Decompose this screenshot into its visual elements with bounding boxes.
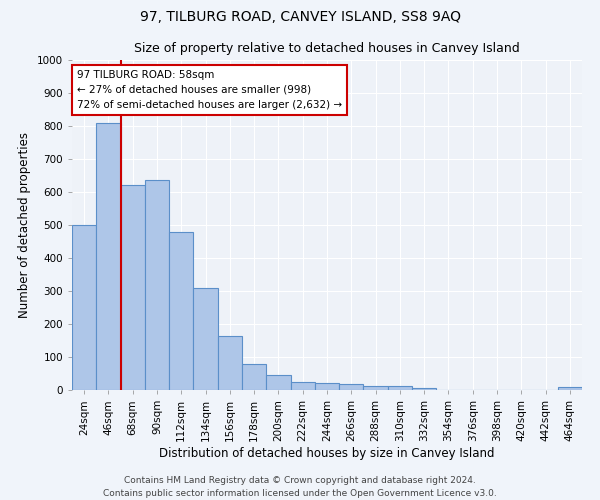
Bar: [121, 186, 145, 390]
Bar: [72, 225, 96, 390]
Text: 97 TILBURG ROAD: 58sqm
← 27% of detached houses are smaller (998)
72% of semi-de: 97 TILBURG ROAD: 58sqm ← 27% of detached…: [77, 70, 342, 110]
Bar: [242, 364, 266, 390]
Text: Contains HM Land Registry data © Crown copyright and database right 2024.
Contai: Contains HM Land Registry data © Crown c…: [103, 476, 497, 498]
Bar: [145, 180, 169, 390]
Bar: [364, 386, 388, 390]
Bar: [193, 288, 218, 390]
X-axis label: Distribution of detached houses by size in Canvey Island: Distribution of detached houses by size …: [159, 446, 495, 460]
Bar: [339, 384, 364, 390]
Bar: [96, 124, 121, 390]
Bar: [315, 384, 339, 390]
Y-axis label: Number of detached properties: Number of detached properties: [18, 132, 31, 318]
Bar: [266, 375, 290, 390]
Bar: [412, 388, 436, 390]
Text: 97, TILBURG ROAD, CANVEY ISLAND, SS8 9AQ: 97, TILBURG ROAD, CANVEY ISLAND, SS8 9AQ: [139, 10, 461, 24]
Bar: [388, 386, 412, 390]
Bar: [290, 382, 315, 390]
Title: Size of property relative to detached houses in Canvey Island: Size of property relative to detached ho…: [134, 42, 520, 54]
Bar: [558, 388, 582, 390]
Bar: [218, 336, 242, 390]
Bar: [169, 232, 193, 390]
